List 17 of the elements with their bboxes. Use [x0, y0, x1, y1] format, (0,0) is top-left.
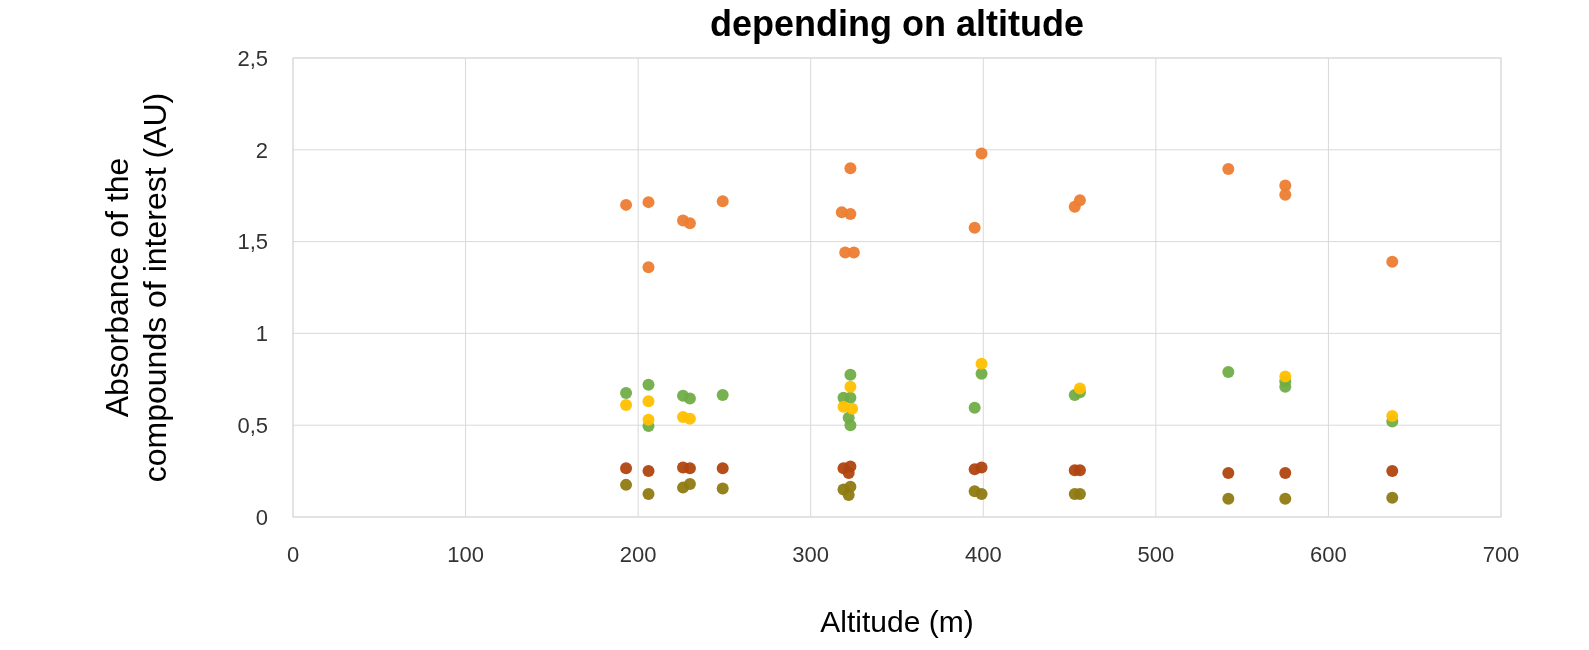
x-tick-label: 700 [1482, 542, 1520, 567]
y-tick-label: 2,5 [237, 45, 268, 71]
x-tick-label: 200 [619, 542, 657, 567]
x-tick-label: 400 [964, 542, 1002, 567]
x-axis-title: Altitude (m) [820, 605, 974, 638]
chart-title: depending on altitude [710, 3, 1084, 44]
y-tick-label: 1 [255, 321, 268, 347]
y-tick-label: 0 [255, 504, 268, 530]
y-tick-label: 0,5 [237, 412, 268, 438]
x-tick-label: 500 [1137, 542, 1175, 567]
x-tick-label: 0 [286, 542, 300, 567]
y-axis-title: Absorbance of the compounds of interest (AU) [99, 92, 173, 483]
y-tick-label: 2 [255, 137, 268, 163]
x-tick-label: 100 [447, 542, 484, 567]
x-tick-label: 600 [1310, 542, 1347, 567]
y-tick-label: 1,5 [237, 229, 268, 255]
x-tick-label: 300 [792, 542, 830, 567]
